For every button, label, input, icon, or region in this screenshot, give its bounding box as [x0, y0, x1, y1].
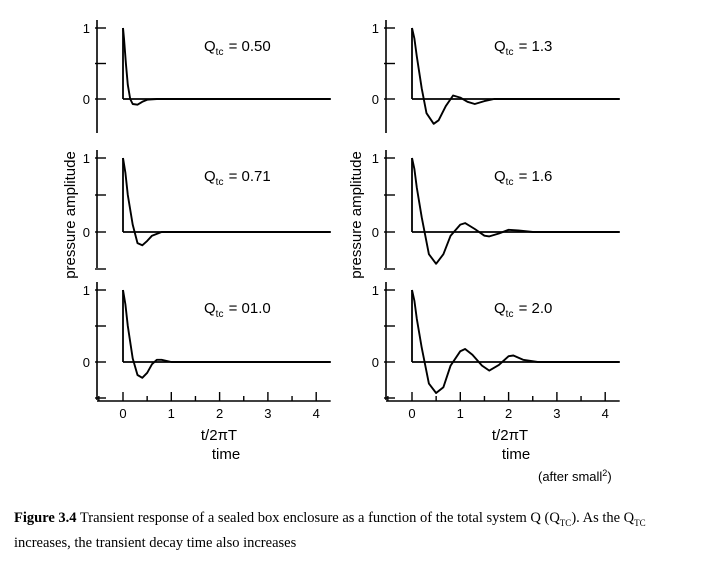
- x-axis-label-left: t/2πT: [201, 427, 237, 444]
- x-tick-label: 3: [553, 406, 560, 421]
- chart-panel-5: 0 1 Qtc = 01.0 0 1 2 3 4: [83, 282, 331, 421]
- q-label: Qtc = 01.0: [204, 300, 271, 320]
- y-tick-label: 0: [83, 355, 90, 370]
- chart-panel-4: 0 1 Qtc = 1.6: [372, 150, 620, 270]
- response-curve: [411, 27, 620, 125]
- x-tick-label: 4: [602, 406, 609, 421]
- x-tick-label: 1: [457, 406, 464, 421]
- y-tick-label: 1: [372, 283, 379, 298]
- chart-panel-1: 0 1 Qtc = 0.50: [83, 20, 331, 133]
- y-tick-label: 0: [372, 225, 379, 240]
- y-axis-label-left: pressure amplitude: [62, 151, 79, 279]
- x-axis-label-right: t/2πT: [492, 427, 528, 444]
- source-note: (after small2): [538, 468, 612, 484]
- x-axis-sublabel-left: time: [212, 446, 240, 463]
- x-tick-label: 4: [313, 406, 320, 421]
- y-tick-label: 0: [83, 225, 90, 240]
- q-label: Qtc = 1.3: [494, 38, 552, 58]
- response-curve: [122, 289, 331, 379]
- y-axis-label-right: pressure amplitude: [348, 151, 365, 279]
- y-tick-label: 1: [372, 151, 379, 166]
- x-tick-label: 0: [119, 406, 126, 421]
- x-axis-sublabel-right: time: [502, 446, 530, 463]
- x-tick-label: 2: [216, 406, 223, 421]
- figure-panels: 0 1 Qtc = 0.50 0 1 Qtc = 1.3 0 1 Qtc = 0.71 0 1 Qtc…: [62, 20, 620, 484]
- response-curve: [122, 157, 331, 247]
- x-tick-label: 2: [505, 406, 512, 421]
- response-curve: [411, 157, 620, 265]
- y-tick-label: 0: [372, 92, 379, 107]
- chart-panel-2: 0 1 Qtc = 1.3: [372, 20, 620, 133]
- x-tick-label: 1: [168, 406, 175, 421]
- caption-text: Transient response of a sealed box enclo…: [76, 510, 560, 526]
- x-tick-label: 3: [264, 406, 271, 421]
- y-tick-label: 0: [83, 92, 90, 107]
- y-tick-label: 0: [372, 355, 379, 370]
- x-tick-label: 0: [408, 406, 415, 421]
- y-tick-label: 1: [83, 151, 90, 166]
- q-label: Qtc = 0.71: [204, 168, 271, 188]
- response-curve: [411, 289, 620, 394]
- q-label: Qtc = 0.50: [204, 38, 271, 58]
- q-label: Qtc = 1.6: [494, 168, 552, 188]
- caption-label: Figure 3.4: [14, 510, 77, 526]
- response-curve: [122, 27, 331, 106]
- q-label: Qtc = 2.0: [494, 300, 552, 320]
- y-tick-label: 1: [83, 283, 90, 298]
- chart-panel-3: 0 1 Qtc = 0.71: [83, 150, 331, 270]
- y-tick-label: 1: [372, 21, 379, 36]
- figure-caption: Figure 3.4 Transient response of a seale…: [14, 510, 646, 551]
- y-tick-label: 1: [83, 21, 90, 36]
- chart-panel-6: 0 1 Qtc = 2.0 0 1 2 3 4: [372, 282, 620, 421]
